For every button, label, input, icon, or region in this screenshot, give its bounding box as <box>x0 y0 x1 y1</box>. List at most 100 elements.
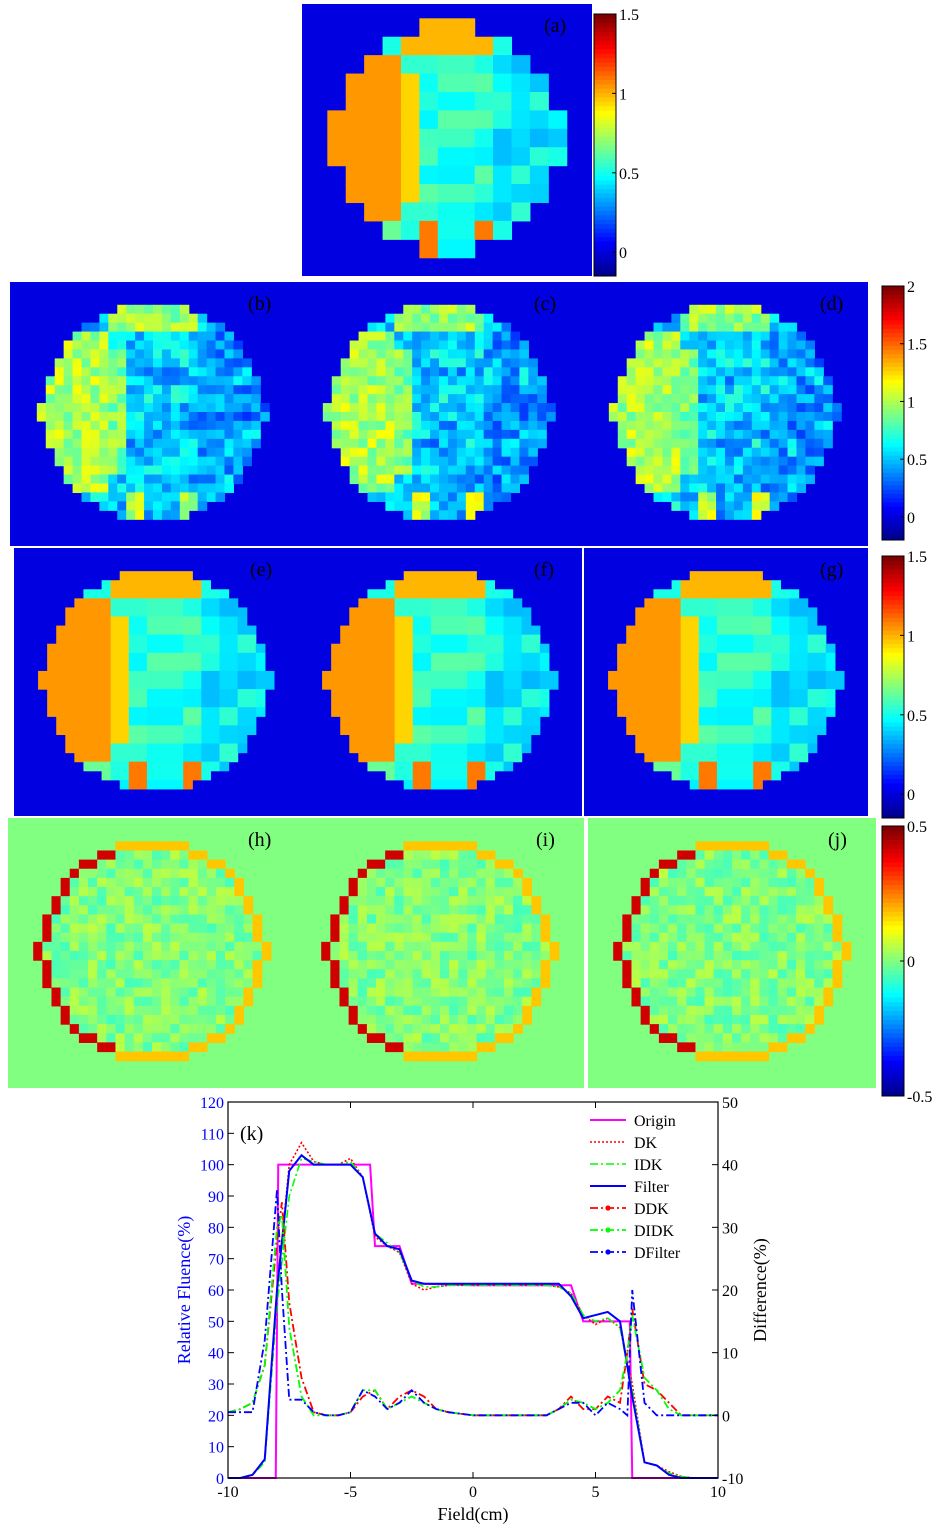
heatmap-cell <box>662 680 673 690</box>
heatmap-cell <box>716 625 727 636</box>
heatmap-cell <box>234 987 244 998</box>
heatmap-cell <box>725 510 735 520</box>
heatmap-cell <box>133 987 144 998</box>
heatmap-cell <box>458 1042 469 1053</box>
heatmap-cell <box>789 661 800 672</box>
heatmap-cell <box>403 680 414 690</box>
heatmap-cell <box>680 322 690 333</box>
heatmap-cell <box>251 385 261 395</box>
heatmap-cell <box>78 960 89 970</box>
heatmap-cell <box>117 429 127 440</box>
heatmap-cell <box>680 580 691 590</box>
heatmap-cell <box>501 376 512 386</box>
heatmap-cell <box>137 779 148 790</box>
heatmap-cell <box>421 887 432 897</box>
heatmap-cell <box>751 420 762 431</box>
colorbar-step <box>882 800 904 806</box>
heatmap-cell <box>458 932 469 943</box>
heatmap-cell <box>243 896 254 906</box>
heatmap-cell <box>56 625 66 636</box>
heatmap-cell <box>161 456 172 467</box>
heatmap-cell <box>521 716 532 726</box>
heatmap-cell <box>458 734 468 745</box>
heatmap-cell <box>366 941 377 952</box>
heatmap-cell <box>494 969 505 980</box>
heatmap-cell <box>635 689 645 699</box>
heatmap-cell <box>762 716 772 726</box>
heatmap-cell <box>219 589 230 599</box>
heatmap-cell <box>161 960 171 970</box>
heatmap-cell <box>449 969 459 980</box>
heatmap-cell <box>174 589 184 599</box>
heatmap-cell <box>146 625 157 636</box>
colorbar-step <box>594 22 616 28</box>
heatmap-cell <box>823 941 834 952</box>
heatmap-cell <box>197 492 208 502</box>
heatmap-cell <box>780 598 791 609</box>
colorbar-step <box>882 1042 904 1047</box>
colorbar-step <box>882 362 904 367</box>
heatmap-cell <box>51 905 62 916</box>
heatmap-cell <box>476 868 487 879</box>
heatmap-cell <box>795 923 806 934</box>
heatmap-cell <box>165 743 175 754</box>
heatmap-cell <box>778 349 789 359</box>
heatmap-cell <box>814 447 824 458</box>
heatmap-cell <box>677 923 687 934</box>
heatmap-cell <box>769 412 780 422</box>
heatmap-cell <box>174 779 184 790</box>
heatmap-cell <box>742 403 753 413</box>
heatmap-cell <box>153 474 163 485</box>
heatmap-cell <box>503 951 514 961</box>
heatmap-cell <box>183 670 193 681</box>
heatmap-cell <box>751 510 762 520</box>
heatmap-cell <box>403 394 413 404</box>
heatmap-cell <box>56 634 66 645</box>
y2-tick-label: 0 <box>722 1408 730 1425</box>
heatmap-cell <box>331 661 341 672</box>
heatmap-cell <box>234 996 244 1007</box>
heatmap-cell <box>759 1042 770 1053</box>
heatmap-cell <box>144 483 154 494</box>
heatmap-cell <box>753 589 763 599</box>
heatmap-cell <box>786 905 797 916</box>
heatmap-cell <box>421 394 431 404</box>
heatmap-cell <box>179 385 190 395</box>
colorbar-tick-label: 0.5 <box>619 166 639 183</box>
heatmap-cell <box>823 429 833 440</box>
colorbar-step <box>882 965 904 971</box>
heatmap-cell <box>521 689 532 699</box>
heatmap-cell <box>814 385 824 395</box>
colorbar-step <box>882 761 904 767</box>
heatmap-cell <box>530 707 541 717</box>
colorbar-step <box>882 577 904 583</box>
heatmap-cell <box>128 743 139 754</box>
heatmap-cell <box>707 483 717 494</box>
heatmap-cell <box>722 1033 733 1043</box>
heatmap-cell <box>210 670 221 681</box>
heatmap-cell <box>483 385 494 395</box>
colorbar-step <box>882 791 904 797</box>
heatmap-cell <box>476 896 487 906</box>
colorbar-step <box>882 286 904 291</box>
heatmap-cell <box>707 412 717 422</box>
heatmap-cell <box>680 438 690 449</box>
heatmap-cell <box>732 951 742 961</box>
colorbar-step <box>594 149 616 155</box>
heatmap-cell <box>658 941 669 952</box>
heatmap-cell <box>787 465 798 476</box>
heatmap-cell <box>117 340 127 351</box>
heatmap-cell <box>814 358 824 368</box>
heatmap-cell <box>400 220 420 240</box>
heatmap-cell <box>485 598 496 609</box>
heatmap-cell <box>161 412 172 422</box>
heatmap-cell <box>385 661 396 672</box>
colorbar-step <box>882 893 904 899</box>
colorbar-step <box>594 175 616 181</box>
heatmap-cell <box>376 951 386 961</box>
heatmap-cell <box>72 403 83 413</box>
heatmap-cell <box>658 859 669 870</box>
colorbar-step <box>882 961 904 966</box>
heatmap-cell <box>686 887 697 897</box>
heatmap-cell <box>440 1042 450 1053</box>
